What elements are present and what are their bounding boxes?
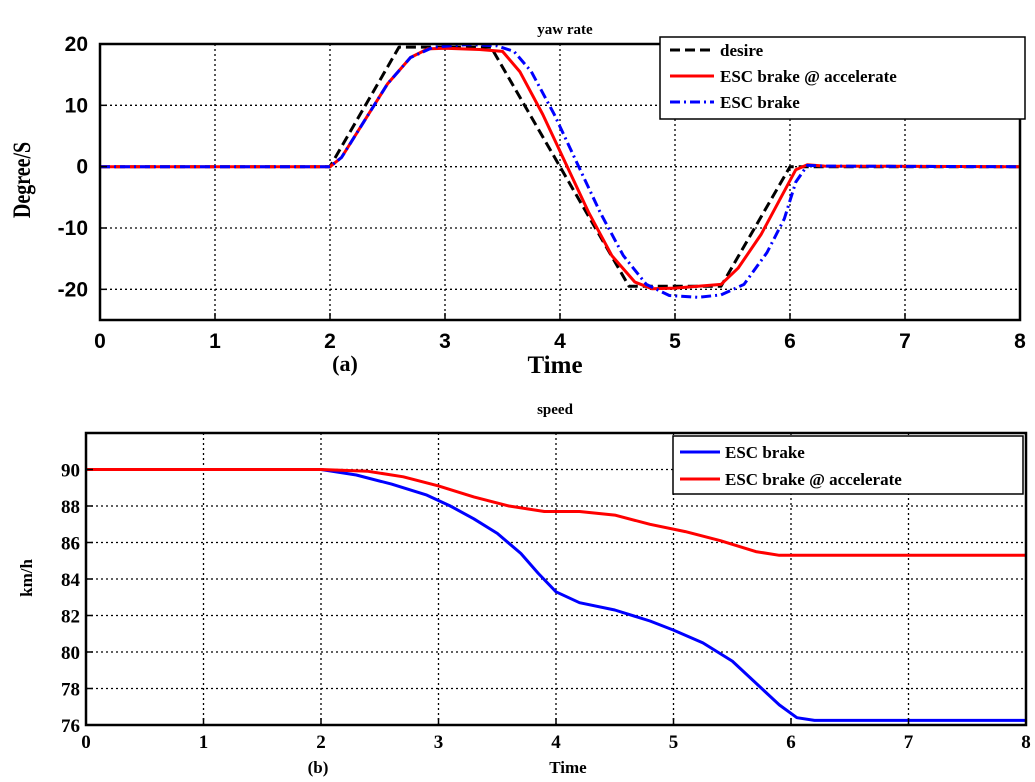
speed-title: speed	[537, 402, 573, 418]
speed-series	[86, 468, 1026, 722]
speed-xtick-label: 3	[434, 732, 444, 753]
yaw-rate-ytick-label: -20	[58, 278, 88, 301]
speed-xtick-label: 0	[81, 732, 91, 753]
yaw-rate-xlabel: Time	[527, 352, 582, 379]
speed-legend: ESC brake ESC brake @ accelerate	[672, 435, 1024, 495]
yaw-rate-title: yaw rate	[537, 22, 593, 38]
yaw-rate-ticks: 0 1 2 3 4 5 6 7 8 -20 -10 0 10 20	[58, 33, 1027, 353]
speed-ytick-label: 84	[61, 570, 81, 591]
speed-xtick-label: 1	[199, 732, 209, 753]
speed-legend-box	[672, 435, 1024, 495]
legend-label-desire: desire	[720, 41, 764, 60]
yaw-rate-xtick-label: 7	[899, 330, 911, 353]
legend-label-speed-esc-brake-accelerate: ESC brake @ accelerate	[725, 470, 902, 489]
yaw-rate-series	[100, 43, 1021, 299]
legend-label-esc-brake: ESC brake	[720, 93, 800, 112]
yaw-rate-ytick-label: 10	[65, 94, 88, 117]
speed-xtick-label: 2	[316, 732, 326, 753]
yaw-rate-legend-box	[659, 36, 1026, 120]
speed-ytick-label: 90	[61, 461, 80, 482]
yaw-rate-xtick-label: 1	[209, 330, 221, 353]
yaw-rate-xtick-label: 3	[439, 330, 451, 353]
speed-ytick-label: 88	[61, 497, 80, 518]
speed-ytick-label: 86	[61, 534, 80, 555]
speed-xtick-label: 7	[904, 732, 914, 753]
yaw-rate-xtick-label: 6	[784, 330, 796, 353]
yaw-rate-xtick-label: 0	[94, 330, 106, 353]
yaw-rate-legend: desire ESC brake @ accelerate ESC brake	[659, 36, 1026, 120]
speed-ylabel: km/h	[17, 559, 36, 597]
speed-xtick-label: 6	[786, 732, 796, 753]
yaw-rate-subplot-label: (a)	[332, 351, 358, 376]
legend-label-esc-brake-accelerate: ESC brake @ accelerate	[720, 67, 897, 86]
speed-grid	[86, 433, 1026, 725]
speed-series-line-0	[86, 468, 1026, 722]
yaw-rate-xtick-label: 2	[324, 330, 336, 353]
yaw-rate-xtick-label: 5	[669, 330, 681, 353]
speed-ytick-label: 80	[61, 643, 80, 664]
yaw-rate-series-line-2	[100, 43, 1021, 299]
yaw-rate-ytick-label: 0	[76, 156, 88, 179]
yaw-rate-ylabel: Degree/S	[8, 142, 36, 218]
speed-subplot-label: (b)	[308, 758, 329, 777]
yaw-rate-xtick-label: 4	[554, 330, 566, 353]
speed-xlabel: Time	[549, 758, 587, 777]
yaw-rate-ytick-label: 20	[65, 33, 88, 56]
speed-ytick-label: 78	[61, 680, 80, 701]
speed-series-line-1	[86, 468, 1026, 557]
yaw-rate-xtick-label: 8	[1014, 330, 1026, 353]
speed-ytick-label: 82	[61, 607, 80, 628]
speed-xtick-label: 5	[669, 732, 679, 753]
speed-xtick-label: 4	[551, 732, 561, 753]
yaw-rate-panel: yaw rate 0 1 2 3 4 5 6 7 8 -20 -10 0 10 20 Degree/S (…	[8, 22, 1026, 379]
yaw-rate-ytick-label: -10	[58, 217, 88, 240]
speed-xtick-label: 8	[1021, 732, 1031, 753]
speed-ytick-label: 76	[61, 716, 80, 737]
legend-label-speed-esc-brake: ESC brake	[725, 443, 805, 462]
